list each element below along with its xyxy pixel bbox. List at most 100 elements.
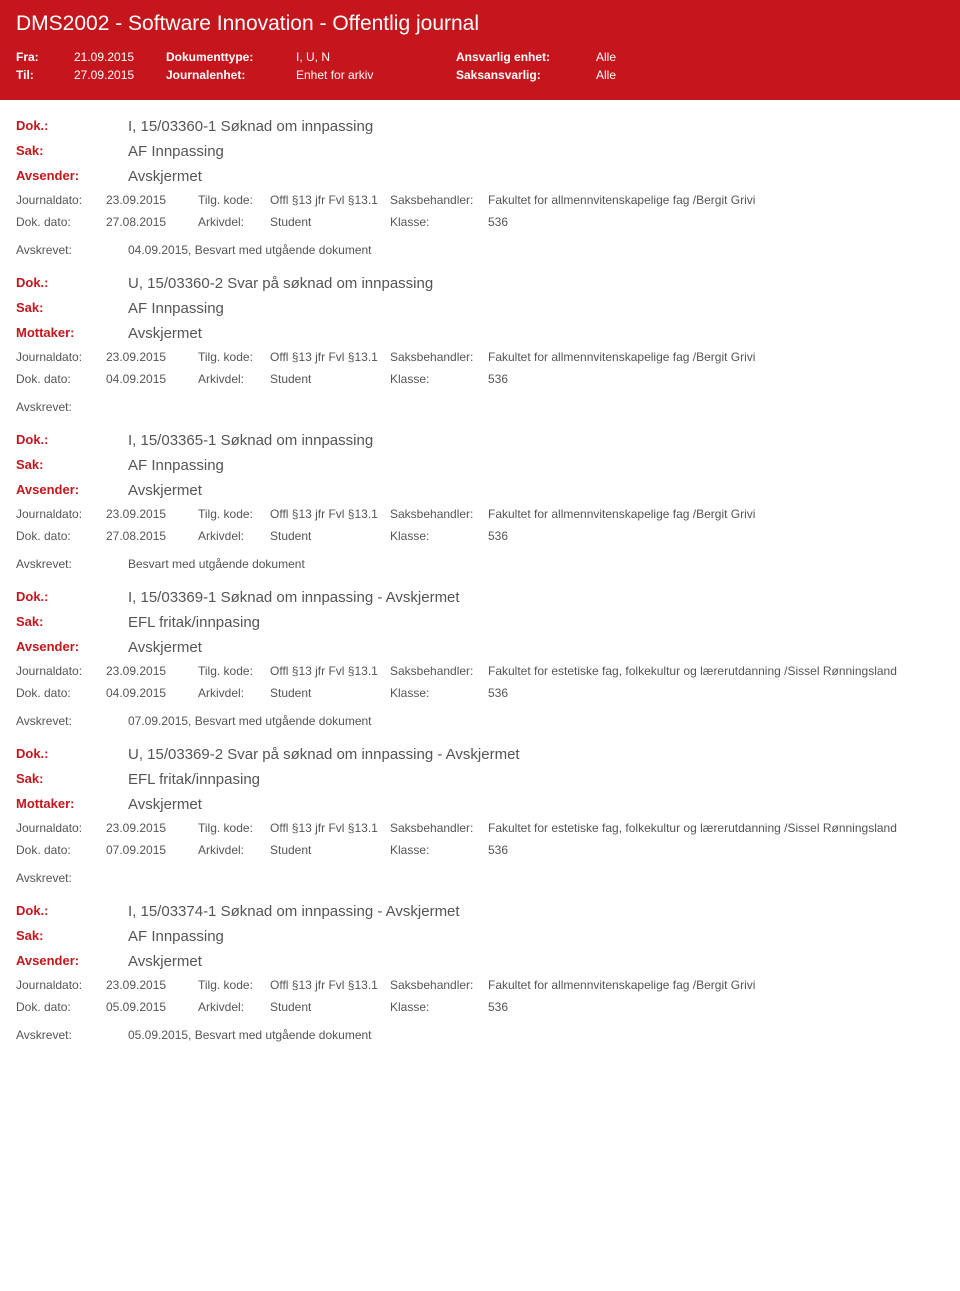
sak-row: Sak:EFL fritak/innpasing (16, 771, 944, 788)
dokdato-row: Dok. dato:27.08.2015Arkivdel:StudentKlas… (16, 529, 944, 543)
avskrevet-row: Avskrevet:05.09.2015, Besvart med utgåen… (16, 1022, 944, 1042)
saksbehandler-value: Fakultet for allmennvitenskapelige fag /… (488, 507, 944, 521)
avskrevet-value: 07.09.2015, Besvart med utgående dokumen… (128, 714, 372, 728)
journal-header: DMS2002 - Software Innovation - Offentli… (0, 0, 960, 100)
tilgkode-value: Offl §13 jfr Fvl §13.1 (270, 350, 390, 364)
klasse-value: 536 (488, 1000, 944, 1014)
klasse-value: 536 (488, 529, 944, 543)
sak-value: EFL fritak/innpasing (128, 614, 260, 631)
sak-value: AF Innpassing (128, 300, 224, 317)
arkivdel-value: Student (270, 529, 390, 543)
party-row: Mottaker:Avskjermet (16, 796, 944, 813)
party-value: Avskjermet (128, 482, 202, 499)
fra-label: Fra: (16, 50, 74, 64)
journaldato-value: 23.09.2015 (106, 978, 198, 992)
dok-row: Dok.:I, 15/03374-1 Søknad om innpassing … (16, 903, 944, 920)
dokdato-label: Dok. dato: (16, 843, 106, 857)
avskrevet-row: Avskrevet:07.09.2015, Besvart med utgåen… (16, 708, 944, 728)
dok-row: Dok.:I, 15/03360-1 Søknad om innpassing (16, 118, 944, 135)
dokdato-row: Dok. dato:07.09.2015Arkivdel:StudentKlas… (16, 843, 944, 857)
sak-row: Sak:AF Innpassing (16, 300, 944, 317)
avskrevet-value: Besvart med utgående dokument (128, 557, 305, 571)
party-label: Mottaker: (16, 796, 128, 813)
party-label: Mottaker: (16, 325, 128, 342)
party-row: Avsender:Avskjermet (16, 639, 944, 656)
tilgkode-value: Offl §13 jfr Fvl §13.1 (270, 193, 390, 207)
journalenhet-label: Journalenhet: (166, 68, 296, 82)
arkivdel-label: Arkivdel: (198, 1000, 270, 1014)
journaldato-row: Journaldato:23.09.2015Tilg. kode:Offl §1… (16, 821, 944, 835)
dokdato-value: 04.09.2015 (106, 686, 198, 700)
avskrevet-value: 05.09.2015, Besvart med utgående dokumen… (128, 1028, 372, 1042)
tilgkode-value: Offl §13 jfr Fvl §13.1 (270, 507, 390, 521)
dokdato-value: 04.09.2015 (106, 372, 198, 386)
tilgkode-value: Offl §13 jfr Fvl §13.1 (270, 978, 390, 992)
journal-entry: Dok.:U, 15/03369-2 Svar på søknad om inn… (16, 728, 944, 885)
avskrevet-row: Avskrevet: (16, 865, 944, 885)
sak-row: Sak:AF Innpassing (16, 928, 944, 945)
dokdato-label: Dok. dato: (16, 1000, 106, 1014)
saksbehandler-label: Saksbehandler: (390, 821, 488, 835)
arkivdel-value: Student (270, 1000, 390, 1014)
klasse-value: 536 (488, 215, 944, 229)
klasse-label: Klasse: (390, 215, 488, 229)
journaldato-label: Journaldato: (16, 507, 106, 521)
arkivdel-label: Arkivdel: (198, 529, 270, 543)
party-value: Avskjermet (128, 325, 202, 342)
journal-entries: Dok.:I, 15/03360-1 Søknad om innpassingS… (0, 100, 960, 1042)
dok-value: U, 15/03369-2 Svar på søknad om innpassi… (128, 746, 520, 763)
party-label: Avsender: (16, 482, 128, 499)
tilgkode-label: Tilg. kode: (198, 978, 270, 992)
journaldato-value: 23.09.2015 (106, 193, 198, 207)
dokdato-label: Dok. dato: (16, 686, 106, 700)
ansvarlig-value: Alle (596, 50, 616, 64)
dok-label: Dok.: (16, 903, 128, 920)
journaldato-row: Journaldato:23.09.2015Tilg. kode:Offl §1… (16, 350, 944, 364)
journaldato-row: Journaldato:23.09.2015Tilg. kode:Offl §1… (16, 193, 944, 207)
sak-value: AF Innpassing (128, 457, 224, 474)
klasse-value: 536 (488, 372, 944, 386)
dokumenttype-value: I, U, N (296, 50, 456, 64)
journalenhet-value: Enhet for arkiv (296, 68, 456, 82)
klasse-label: Klasse: (390, 843, 488, 857)
tilgkode-label: Tilg. kode: (198, 350, 270, 364)
ansvarlig-label: Ansvarlig enhet: (456, 50, 596, 64)
journaldato-value: 23.09.2015 (106, 664, 198, 678)
sak-label: Sak: (16, 143, 128, 160)
dokdato-label: Dok. dato: (16, 215, 106, 229)
party-row: Avsender:Avskjermet (16, 953, 944, 970)
sak-value: AF Innpassing (128, 143, 224, 160)
dokdato-label: Dok. dato: (16, 529, 106, 543)
dok-value: I, 15/03360-1 Søknad om innpassing (128, 118, 373, 135)
saksbehandler-label: Saksbehandler: (390, 664, 488, 678)
dok-row: Dok.:U, 15/03360-2 Svar på søknad om inn… (16, 275, 944, 292)
arkivdel-label: Arkivdel: (198, 372, 270, 386)
dok-label: Dok.: (16, 118, 128, 135)
sak-label: Sak: (16, 457, 128, 474)
dokdato-value: 27.08.2015 (106, 529, 198, 543)
journal-entry: Dok.:I, 15/03369-1 Søknad om innpassing … (16, 571, 944, 728)
arkivdel-label: Arkivdel: (198, 215, 270, 229)
dokdato-value: 07.09.2015 (106, 843, 198, 857)
saksbehandler-label: Saksbehandler: (390, 978, 488, 992)
journaldato-row: Journaldato:23.09.2015Tilg. kode:Offl §1… (16, 978, 944, 992)
page-title: DMS2002 - Software Innovation - Offentli… (16, 12, 944, 36)
avskrevet-label: Avskrevet: (16, 243, 128, 257)
dok-label: Dok.: (16, 432, 128, 449)
tilgkode-value: Offl §13 jfr Fvl §13.1 (270, 664, 390, 678)
tilgkode-label: Tilg. kode: (198, 821, 270, 835)
arkivdel-value: Student (270, 843, 390, 857)
saksbehandler-label: Saksbehandler: (390, 350, 488, 364)
tilgkode-label: Tilg. kode: (198, 507, 270, 521)
avskrevet-label: Avskrevet: (16, 400, 128, 414)
dok-row: Dok.:I, 15/03365-1 Søknad om innpassing (16, 432, 944, 449)
avskrevet-label: Avskrevet: (16, 1028, 128, 1042)
party-row: Avsender:Avskjermet (16, 482, 944, 499)
arkivdel-value: Student (270, 215, 390, 229)
sak-label: Sak: (16, 300, 128, 317)
journaldato-value: 23.09.2015 (106, 350, 198, 364)
journaldato-label: Journaldato: (16, 664, 106, 678)
sak-value: AF Innpassing (128, 928, 224, 945)
avskrevet-label: Avskrevet: (16, 871, 128, 885)
dok-row: Dok.:I, 15/03369-1 Søknad om innpassing … (16, 589, 944, 606)
